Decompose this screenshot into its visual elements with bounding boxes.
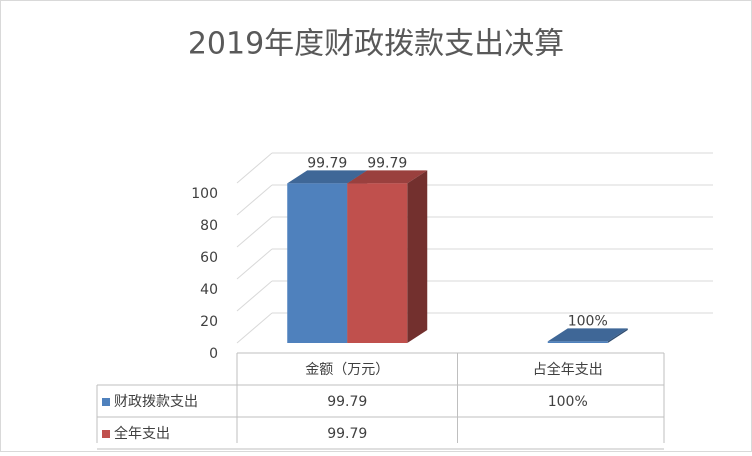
y-tick-label: 20 [200, 314, 218, 330]
side-grid-line [236, 216, 273, 248]
bar-face [347, 183, 408, 343]
side-grid-line [236, 184, 273, 216]
y-tick-label: 40 [200, 282, 218, 298]
legend-label: 全年支出 [114, 425, 170, 442]
data-label: 99.79 [367, 155, 407, 171]
bar-face [607, 328, 628, 343]
side-grid-line [236, 152, 273, 184]
data-label: 99.79 [307, 155, 347, 171]
legend-swatch [102, 430, 110, 438]
y-tick-label: 100 [191, 186, 218, 202]
legend-label: 财政拨款支出 [114, 394, 198, 410]
table-cell: 99.79 [327, 394, 367, 410]
bar-face [547, 328, 628, 342]
side-grid-line [236, 248, 273, 280]
bar [347, 170, 428, 343]
bar-face [287, 183, 348, 343]
y-tick-label: 80 [200, 218, 218, 234]
side-grid-line [236, 312, 273, 344]
x-tick-label: 金额（万元） [305, 362, 389, 378]
y-tick-label: 0 [209, 346, 218, 362]
legend-swatch [102, 398, 110, 406]
y-tick-label: 60 [200, 250, 218, 266]
bar-face [407, 170, 428, 343]
data-label: 100% [568, 313, 608, 329]
x-tick-label: 占全年支出 [533, 361, 603, 378]
chart-title: 2019年度财政拨款支出决算 [188, 27, 564, 62]
bar [547, 328, 628, 343]
bar-face [287, 170, 368, 184]
side-grid-line [236, 280, 273, 312]
table-cell: 100% [548, 394, 588, 410]
bar-face [347, 170, 428, 184]
bar-face [547, 341, 608, 343]
table-cell: 99.79 [327, 426, 367, 442]
